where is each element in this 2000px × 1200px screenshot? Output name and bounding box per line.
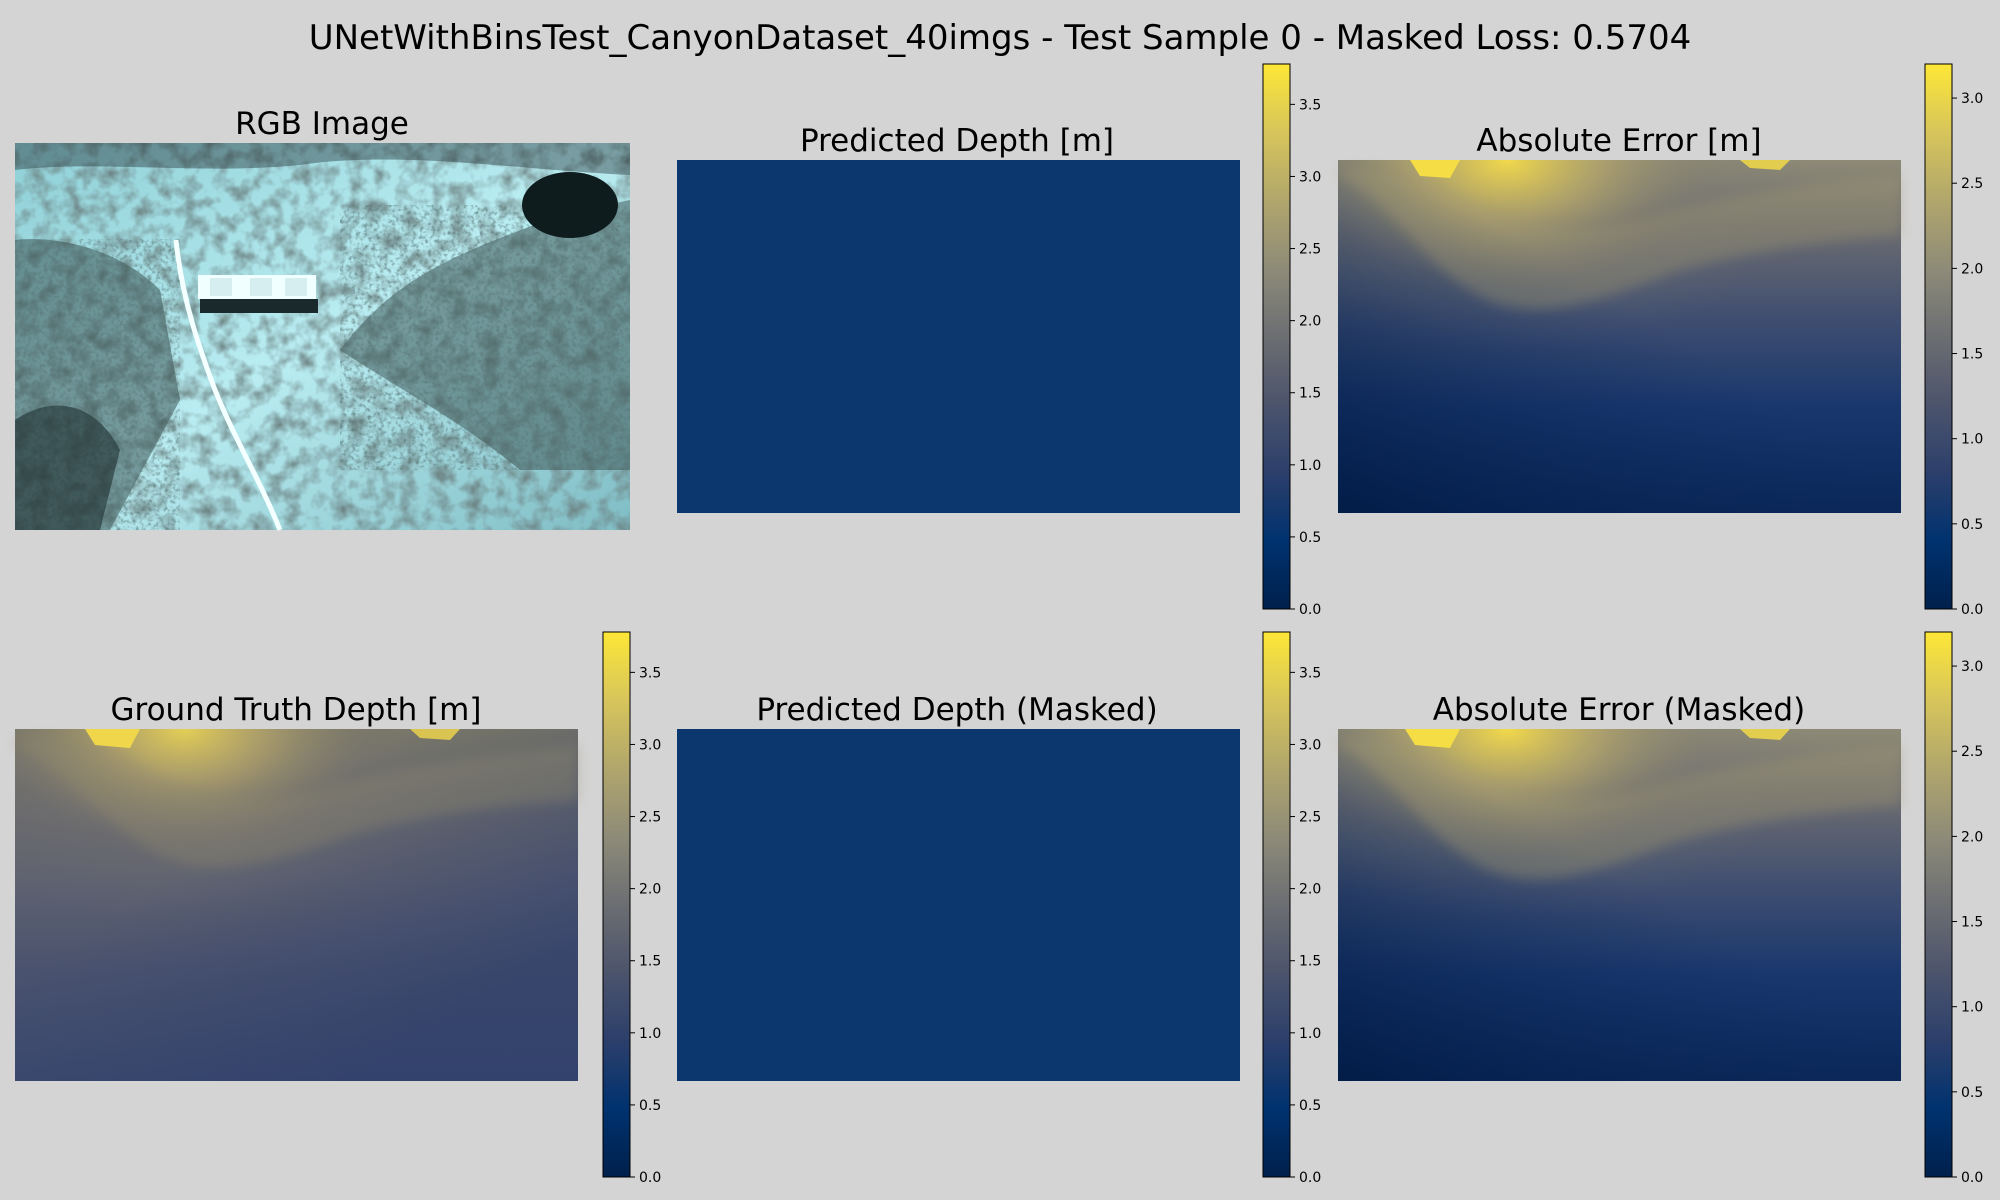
colorbar-tick-label: 3.5 (639, 665, 661, 681)
colorbar-tick-label: 0.5 (1299, 1098, 1321, 1114)
colorbar-tick-label: 1.5 (1299, 954, 1321, 970)
predicted-depth-map (677, 160, 1240, 513)
panel-rgb-image: RGB Image (15, 106, 630, 531)
colorbar-gradient (1262, 631, 1291, 1178)
colorbar-tick-label: 1.0 (1961, 1000, 1983, 1016)
colorbar-tick-label: 0.5 (1961, 517, 1983, 533)
colorbar-tick-label: 0.5 (1299, 530, 1321, 546)
absolute-error-map (1338, 160, 1901, 513)
colorbar-gradient (602, 631, 631, 1178)
colorbar-tick-label: 0.0 (639, 1170, 661, 1186)
colorbar-tick-label: 1.0 (1961, 432, 1983, 448)
colorbar-tick-label: 0.0 (1961, 602, 1983, 618)
colorbar-tick-label: 2.0 (1961, 829, 1983, 845)
panel-ground-truth-depth: Ground Truth Depth [m] (15, 692, 578, 1081)
colorbar-tick-label: 3.5 (1299, 97, 1321, 113)
colorbar-tick-label: 0.0 (1961, 1170, 1983, 1186)
colorbar-tick-label: 3.0 (639, 737, 661, 753)
colorbar-tick-label: 2.5 (1961, 176, 1983, 192)
colorbar-tick-label: 0.5 (639, 1098, 661, 1114)
panel-absolute-error-masked: Absolute Error (Masked) (1338, 692, 1901, 1081)
figure-suptitle: UNetWithBinsTest_CanyonDataset_40imgs - … (309, 18, 1692, 58)
colorbar-err: 0.0 0.5 1.0 1.5 2.0 2.5 3.0 (1924, 63, 1983, 618)
ground-truth-depth-map (15, 729, 578, 1081)
colorbar-tick-label: 0.0 (1299, 1170, 1321, 1186)
panel-predicted-depth: Predicted Depth [m] (677, 123, 1240, 513)
colorbar-tick-label: 1.0 (639, 1026, 661, 1042)
colorbar-pred: 0.0 0.5 1.0 1.5 2.0 2.5 3.0 3.5 (1262, 63, 1321, 618)
panel-predicted-depth-masked: Predicted Depth (Masked) (677, 692, 1240, 1081)
rgb-image (15, 143, 630, 531)
colorbar-gt: 0.0 0.5 1.0 1.5 2.0 2.5 3.0 3.5 (602, 631, 661, 1186)
colorbar-gradient (1924, 631, 1953, 1178)
colorbar-tick-label: 2.0 (1961, 261, 1983, 277)
colorbar-tick-label: 1.0 (1299, 458, 1321, 474)
colorbar-tick-label: 1.5 (1961, 915, 1983, 931)
absolute-error-masked-map (1338, 729, 1901, 1081)
colorbar-pred_masked: 0.0 0.5 1.0 1.5 2.0 2.5 3.0 3.5 (1262, 631, 1321, 1186)
colorbar-tick-label: 1.5 (1961, 347, 1983, 363)
colorbar-tick-label: 2.5 (1961, 744, 1983, 760)
colorbar-tick-label: 0.0 (1299, 602, 1321, 618)
colorbar-tick-label: 0.5 (1961, 1085, 1983, 1101)
panel-title-predicted-depth: Predicted Depth [m] (800, 123, 1114, 159)
colorbar-tick-label: 2.0 (639, 882, 661, 898)
panel-absolute-error: Absolute Error [m] (1338, 123, 1901, 513)
colorbar-tick-label: 1.5 (639, 954, 661, 970)
colorbar-tick-label: 3.0 (1961, 659, 1983, 675)
colorbar-tick-label: 2.5 (639, 810, 661, 826)
colorbar-tick-label: 1.0 (1299, 1026, 1321, 1042)
colorbar-gradient (1924, 63, 1953, 610)
colorbar-tick-label: 3.0 (1961, 91, 1983, 107)
colorbar-tick-label: 2.0 (1299, 314, 1321, 330)
colorbar-tick-label: 1.5 (1299, 386, 1321, 402)
colorbar-tick-label: 2.5 (1299, 810, 1321, 826)
colorbar-gradient (1262, 63, 1291, 610)
colorbar-tick-label: 2.0 (1299, 882, 1321, 898)
panel-title-ground-truth-depth: Ground Truth Depth [m] (111, 692, 482, 728)
colorbar-tick-label: 3.0 (1299, 737, 1321, 753)
panel-title-rgb: RGB Image (235, 106, 409, 142)
colorbar-err_masked: 0.0 0.5 1.0 1.5 2.0 2.5 3.0 (1924, 631, 1983, 1186)
colorbar-tick-label: 3.0 (1299, 169, 1321, 185)
predicted-depth-masked-map (677, 729, 1240, 1081)
colorbar-tick-label: 3.5 (1299, 665, 1321, 681)
panel-title-absolute-error: Absolute Error [m] (1476, 123, 1761, 159)
panel-title-absolute-error-masked: Absolute Error (Masked) (1433, 692, 1805, 728)
panel-title-predicted-depth-masked: Predicted Depth (Masked) (756, 692, 1157, 728)
colorbar-tick-label: 2.5 (1299, 242, 1321, 258)
